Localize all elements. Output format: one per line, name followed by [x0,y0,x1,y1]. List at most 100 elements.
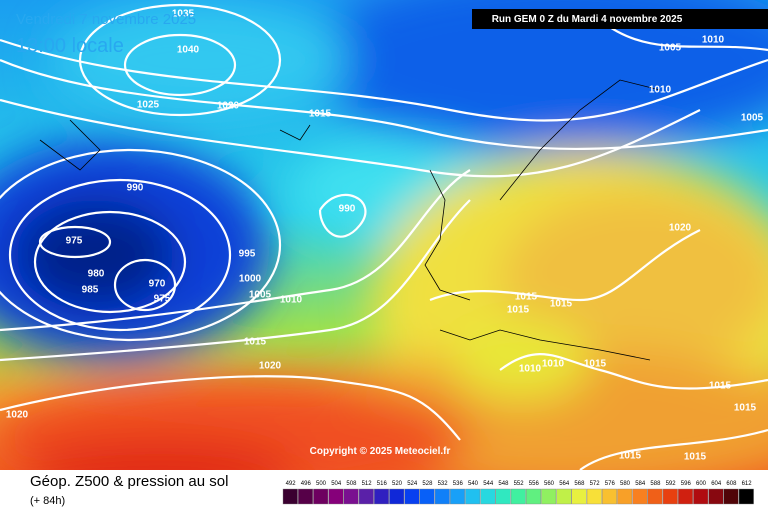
map-field [0,0,768,470]
scale-label: 512 [362,481,373,487]
scale-swatch [586,488,602,505]
scale-swatch [662,488,678,505]
isobar-label: 1010 [280,295,303,306]
scale-label: 592 [666,481,677,487]
footer-lead: (+ 84h) [30,495,65,507]
scale-label: 560 [544,481,555,487]
scale-label: 492 [286,481,297,487]
scale-swatch [374,488,390,505]
scale-swatch [343,488,359,505]
isobar-label: 1010 [702,35,725,46]
scale-swatch [510,488,526,505]
isobar-label: 1010 [542,359,565,370]
isobar-label: 1040 [177,45,200,56]
color-scale: 492 496 500 504 508 512 516 520 524 528 532 536 540 5… [282,481,754,505]
scale-label: 524 [407,481,418,487]
scale-label: 544 [483,481,494,487]
scale-label: 528 [422,481,433,487]
scale-swatch [298,488,314,505]
isobar-label: 1015 [619,451,642,462]
isobar-label: 1005 [659,43,682,54]
isobar-label: 1015 [507,305,530,316]
scale-swatch [723,488,739,505]
scale-label: 604 [711,481,722,487]
scale-swatch [738,488,754,505]
scale-swatch [541,488,557,505]
isobar-label: 1010 [519,364,542,375]
isobar-label: 1015 [550,299,573,310]
scale-label: 588 [650,481,661,487]
scale-label: 576 [605,481,616,487]
isobar-label: 1010 [649,85,672,96]
scale-swatch [602,488,618,505]
isobar-label: 1000 [239,274,262,285]
scale-swatch [678,488,694,505]
scale-label: 496 [301,481,312,487]
scale-swatch [708,488,724,505]
scale-swatch [617,488,633,505]
isobar-labels: 1035 1040 1025 1020 1015 990 990 975 980 985 970 97… [6,9,764,463]
isobar-label: 985 [82,285,99,296]
scale-label: 612 [742,481,753,487]
isobar-label: 1020 [259,361,282,372]
footer-title: Géop. Z500 & pression au sol [30,473,228,490]
scale-swatch [434,488,450,505]
scale-label: 556 [529,481,540,487]
scale-swatch [465,488,481,505]
scale-swatch [647,488,663,505]
scale-swatch [526,488,542,505]
scale-label: 540 [468,481,479,487]
scale-label: 504 [331,481,342,487]
scale-label: 580 [620,481,631,487]
scale-label: 608 [726,481,737,487]
scale-swatch [389,488,405,505]
scale-label: 516 [377,481,388,487]
scale-swatch [404,488,420,505]
scale-swatch [328,488,344,505]
isobar-label: 975 [154,294,171,305]
isobar-label: 975 [66,236,83,247]
scale-label: 564 [559,481,570,487]
isobar-label: 1035 [172,9,195,20]
scale-swatch [632,488,648,505]
isobar-label: 1020 [669,223,692,234]
scale-label: 520 [392,481,403,487]
scale-label: 552 [514,481,525,487]
scale-label: 572 [590,481,601,487]
scale-swatch [313,488,329,505]
isobar-label: 1005 [741,113,764,124]
isobar-label: 1015 [709,381,732,392]
isobar-label: 990 [127,183,144,194]
scale-label: 568 [574,481,585,487]
scale-swatch [495,488,511,505]
isobar-label: 1025 [137,100,160,111]
run-info: Run GEM 0 Z du Mardi 4 novembre 2025 [492,14,683,25]
scale-label: 532 [438,481,449,487]
scale-swatch [358,488,374,505]
isobar-label: 1015 [734,403,757,414]
isobar-label: 980 [88,269,105,280]
scale-label: 596 [681,481,692,487]
scale-label: 584 [635,481,646,487]
scale-label: 548 [498,481,509,487]
isobar-label: 1005 [249,290,272,301]
forecast-time: 13:00 locale [16,35,124,57]
scale-swatch [282,488,298,505]
scale-swatch [480,488,496,505]
scale-swatch [556,488,572,505]
run-box [472,9,768,29]
scale-label: 508 [346,481,357,487]
isobar-label: 1015 [309,109,332,120]
scale-label: 536 [453,481,464,487]
isobar-label: 1015 [584,359,607,370]
isobar-label: 1015 [684,452,707,463]
isobar-label: 995 [239,249,256,260]
isobar-label: 1020 [6,410,29,421]
scale-swatch [571,488,587,505]
forecast-date: Vendredi 7 novembre 2025 [16,11,196,28]
scale-swatch [419,488,435,505]
isobar-label: 990 [339,204,356,215]
isobar-label: 1015 [515,292,538,303]
copyright: Copyright © 2025 Meteociel.fr [310,446,451,457]
isobar-label: 970 [149,279,166,290]
